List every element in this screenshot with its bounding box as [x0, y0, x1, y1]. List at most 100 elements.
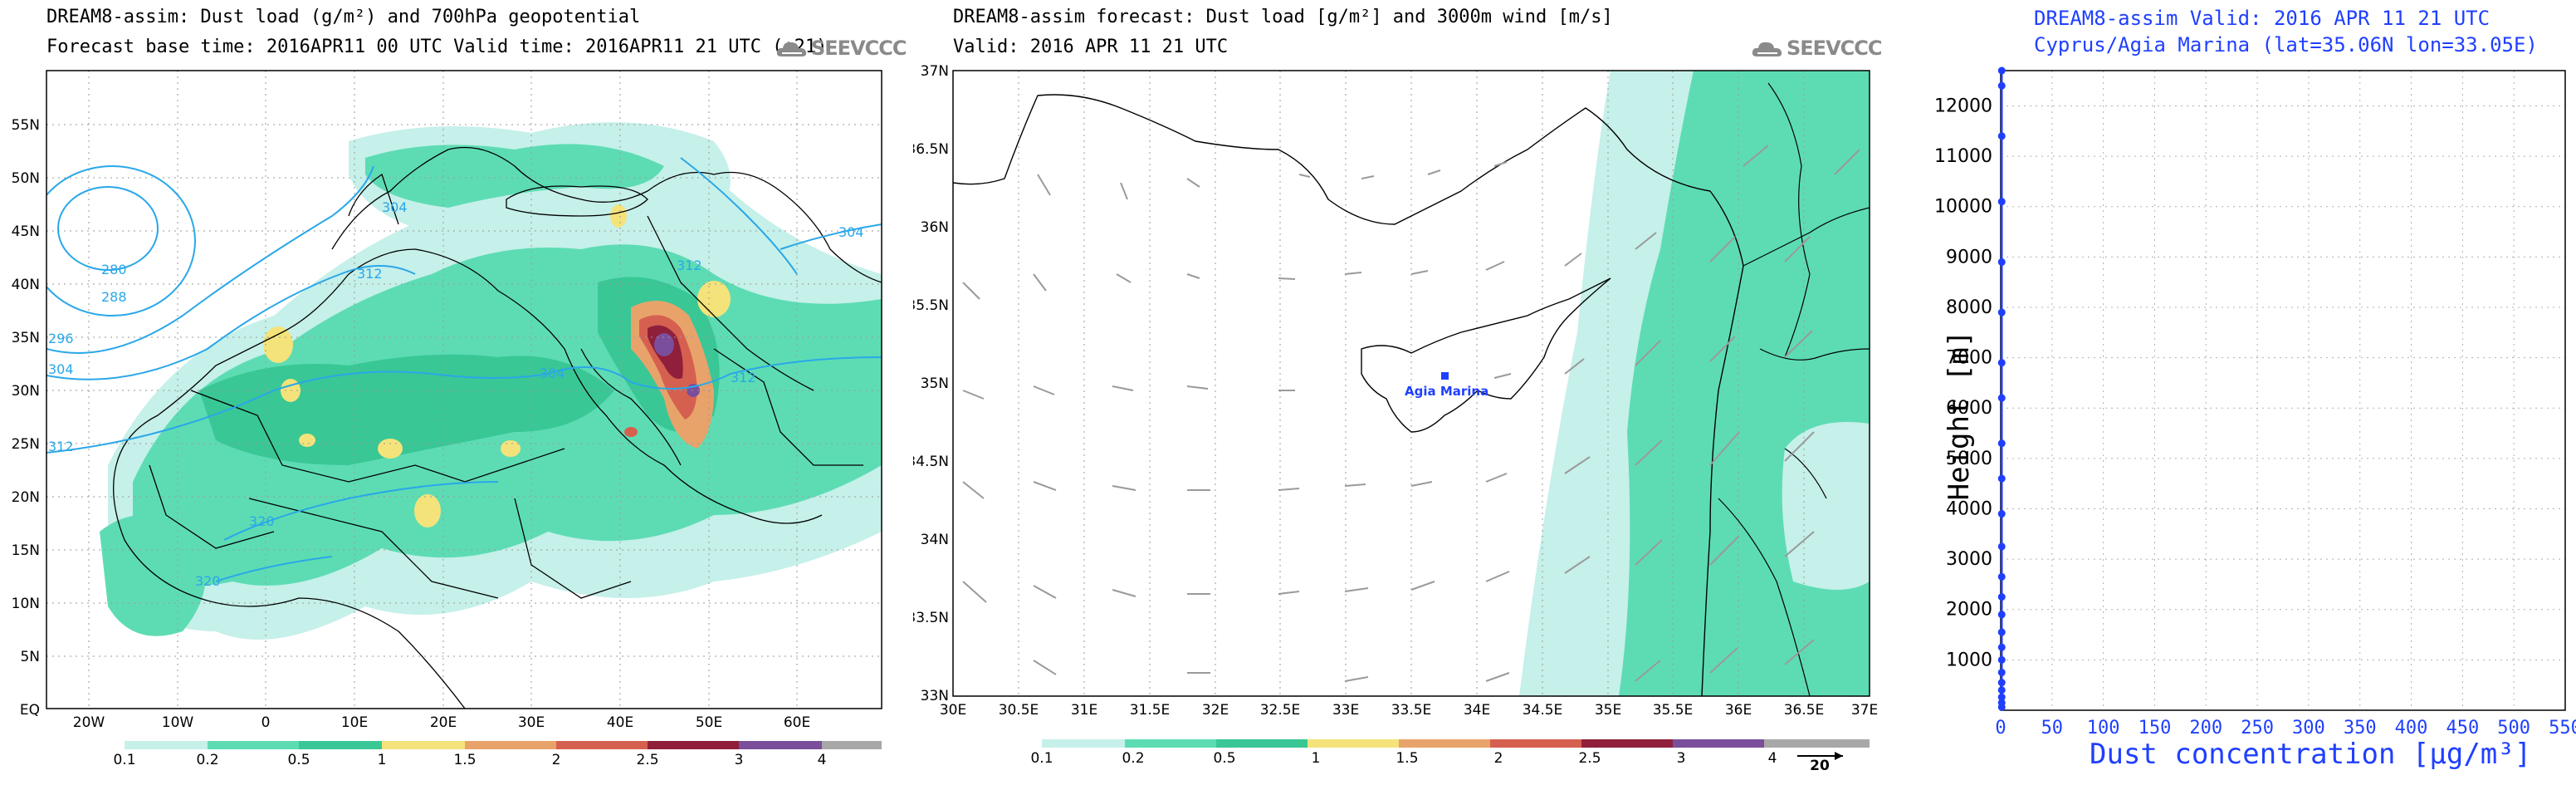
panel1-colorbar — [125, 741, 882, 749]
levant-coastline — [1701, 190, 1744, 696]
map-graticule — [46, 71, 882, 709]
dust-region-medium — [1619, 71, 1870, 696]
lat-tick-label: 20N — [12, 489, 40, 506]
colorbar-label: 2 — [1493, 750, 1503, 767]
lat-tick-label: 5N — [20, 649, 40, 665]
geopotential-contours — [46, 157, 882, 582]
lon-tick-label: 30.5E — [999, 702, 1039, 719]
lon-tick-label: 35E — [1595, 702, 1621, 719]
profile-point — [1997, 593, 2006, 601]
profile-point — [1997, 643, 2006, 651]
lat-tick-label: 34N — [921, 532, 949, 548]
lat-tick-label: 35.5N — [913, 297, 949, 314]
profile-point — [1997, 394, 2006, 402]
panel1-title: DREAM8-assim: Dust load (g/m²) and 700hP… — [46, 7, 641, 27]
dust-load-map: 280 288 296 304 312 304 312 304 312 320 … — [12, 70, 882, 749]
panel1-lon-axis: 20W 10W 0 10E 20E 30E 40E 50E 60E — [73, 714, 810, 731]
x-tick-label: 150 — [2139, 718, 2172, 738]
profile-subtitle: Cyprus/Agia Marina (lat=35.06N lon=33.05… — [2034, 33, 2538, 56]
lat-tick-label: 15N — [12, 542, 40, 559]
lon-tick-label: 32E — [1202, 702, 1229, 719]
profile-point — [1997, 81, 2006, 90]
x-tick-label: 200 — [2189, 718, 2222, 738]
panel2-colorbar — [1042, 739, 1870, 748]
contour-label: 312 — [731, 370, 756, 385]
station-label: Agia Marina — [1405, 384, 1488, 399]
lat-tick-label: 34.5N — [913, 454, 949, 470]
lat-tick-label: 30N — [12, 383, 40, 400]
cloud-icon — [1752, 42, 1782, 56]
lon-tick-label: 32.5E — [1260, 702, 1301, 719]
lon-tick-label: 50E — [696, 714, 722, 731]
lat-tick-label: EQ — [20, 702, 40, 719]
y-tick-label: 12000 — [1934, 96, 1992, 116]
lat-tick-label: 33.5N — [913, 610, 949, 626]
contour-label: 304 — [48, 361, 74, 377]
lon-tick-label: 31.5E — [1130, 702, 1171, 719]
colorbar-label: 0.2 — [196, 752, 219, 768]
syria-border — [1767, 82, 1811, 358]
profile-point — [1997, 655, 2006, 664]
dust-hotspot-purple — [654, 333, 674, 356]
lat-tick-label: 36.5N — [913, 141, 949, 158]
wind-vectors — [962, 145, 1860, 682]
wind-reference-label: 20 — [1810, 758, 1830, 774]
seevccc-logo: SEEVCCC — [776, 37, 907, 60]
colorbar-label: 1.5 — [453, 752, 477, 768]
x-tick-label: 300 — [2292, 718, 2325, 738]
contour-labels: 280 288 296 304 312 304 312 304 312 320 … — [48, 199, 864, 589]
seevccc-logo: SEEVCCC — [1752, 37, 1882, 60]
colorbar-label: 0.2 — [1122, 750, 1145, 767]
y-tick-label: 11000 — [1934, 146, 1992, 167]
profile-point — [1997, 198, 2006, 206]
y-tick-label: 9000 — [1946, 247, 1992, 267]
x-tick-label: 50 — [2041, 718, 2064, 738]
y-tick-label: 10000 — [1934, 197, 1992, 218]
lon-tick-label: 36E — [1725, 702, 1752, 719]
cloud-icon — [776, 42, 807, 56]
lon-tick-label: 35.5E — [1653, 702, 1694, 719]
lat-tick-label: 25N — [12, 436, 40, 453]
lon-tick-label: 60E — [784, 714, 810, 731]
cyprus-wind-map-panel: DREAM8-assim forecast: Dust load [g/m²] … — [913, 0, 1893, 785]
lat-tick-label: 35N — [921, 375, 949, 392]
colorbar-label: 3 — [1676, 750, 1686, 767]
panel1-subtitle: Forecast base time: 2016APR11 00 UTC Val… — [46, 37, 828, 57]
lon-tick-label: 34E — [1464, 702, 1490, 719]
contour-label: 296 — [48, 331, 74, 346]
profile-point — [1997, 699, 2006, 707]
x-tick-label: 0 — [1995, 718, 2006, 738]
lon-tick-label: 36.5E — [1784, 702, 1825, 719]
lon-tick-label: 0 — [262, 714, 271, 731]
y-tick-label: 2000 — [1946, 600, 1992, 621]
contour-label: 304 — [540, 366, 565, 381]
profile-point — [1997, 474, 2006, 483]
colorbar-label: 0.5 — [287, 752, 310, 768]
lat-tick-label: 10N — [12, 596, 40, 612]
contour-label: 304 — [838, 224, 864, 240]
contour-label: 320 — [249, 513, 275, 529]
x-tick-label: 250 — [2241, 718, 2274, 738]
profile-point — [1997, 66, 2006, 75]
y-tick-label: 6000 — [1946, 398, 1992, 419]
panel2-title: DREAM8-assim forecast: Dust load [g/m²] … — [953, 7, 1613, 27]
lon-tick-label: 31E — [1071, 702, 1097, 719]
panel2-subtitle: Valid: 2016 APR 11 21 UTC — [953, 37, 1229, 57]
contour-label: 312 — [48, 439, 74, 454]
lon-tick-label: 10W — [162, 714, 194, 731]
lon-tick-label: 33.5E — [1391, 702, 1432, 719]
seevccc-logo-text: SEEVCCC — [811, 37, 907, 60]
profile-point — [1997, 359, 2006, 367]
agia-marina-marker — [1441, 372, 1449, 380]
colorbar-label: 0.5 — [1213, 750, 1236, 767]
profile-point — [1997, 308, 2006, 316]
profile-point — [1997, 669, 2006, 677]
dust-profile-panel: DREAM8-assim Valid: 2016 APR 11 21 UTC C… — [1893, 0, 2576, 785]
wind-reference-arrow — [1797, 752, 1843, 760]
colorbar-label: 0.1 — [113, 752, 136, 768]
lon-tick-label: 20E — [430, 714, 457, 731]
colorbar-label: 2.5 — [1578, 750, 1601, 767]
contour-label: 312 — [357, 266, 383, 282]
profile-point — [1997, 572, 2006, 581]
lon-tick-label: 30E — [940, 702, 966, 719]
